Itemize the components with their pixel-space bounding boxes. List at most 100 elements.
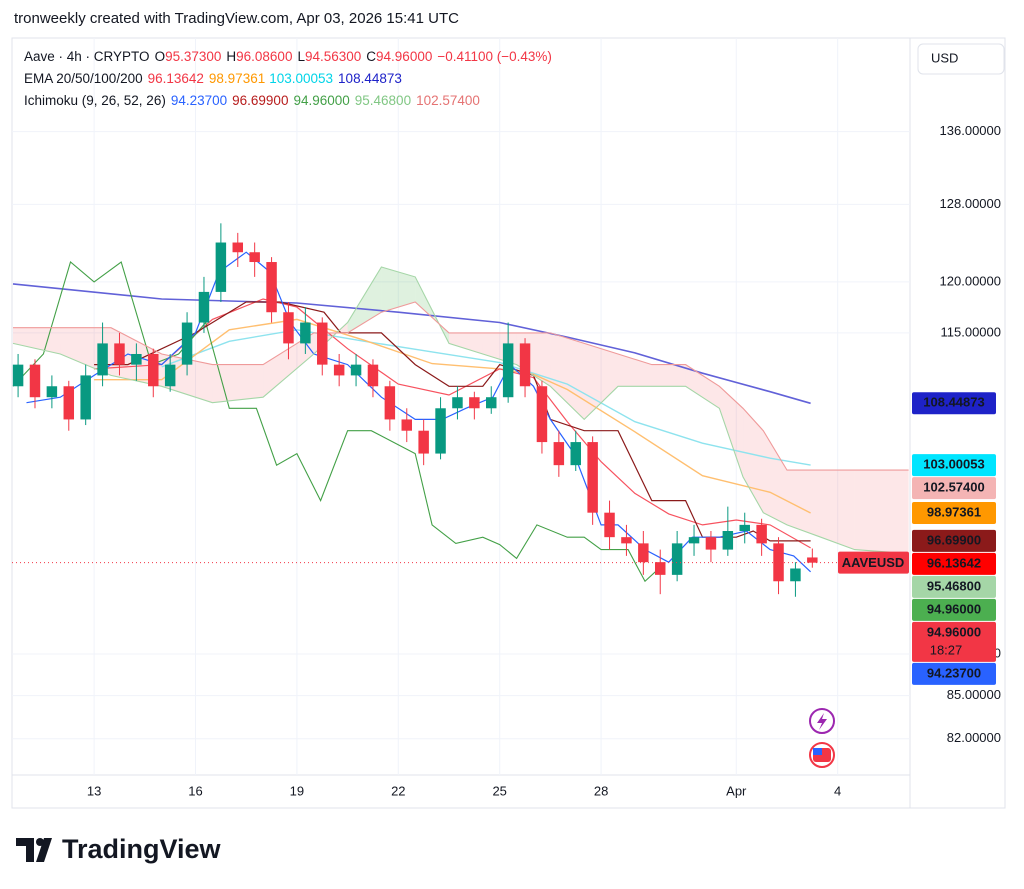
candle-body	[502, 343, 514, 398]
legend-part: O	[155, 49, 166, 64]
logo-text: TradingView	[62, 834, 222, 864]
legend-row: EMA 20/50/100/200 96.13642 98.97361 103.000…	[24, 71, 402, 86]
candle-body	[722, 530, 734, 550]
x-tick-label: 13	[87, 783, 101, 798]
indicator-line	[12, 283, 811, 405]
x-tick-label: 4	[834, 783, 841, 798]
legend-part: 108.44873	[338, 71, 402, 86]
x-tick-label: Apr	[726, 783, 747, 798]
candle-body	[12, 364, 24, 387]
price-label: 94.23700	[927, 665, 981, 680]
candle-body	[249, 252, 260, 263]
flag-canton	[813, 748, 822, 755]
price-label: 103.00053	[923, 457, 984, 472]
cloud-segment	[685, 364, 720, 409]
legend-part: Aave · 4h · CRYPTO	[24, 49, 150, 64]
candle-body	[401, 419, 412, 431]
candle-body	[553, 442, 565, 466]
footer-logo: TradingView	[16, 834, 222, 864]
symbol-badge	[838, 551, 909, 574]
cloud-segment	[854, 470, 889, 553]
logo-mark	[16, 838, 52, 862]
cloud-segment	[786, 470, 821, 538]
cloud-segment	[212, 364, 264, 403]
cloud-segment	[763, 430, 787, 525]
candle-body	[688, 537, 700, 544]
price-label: 102.57400	[923, 480, 984, 495]
legend-part: 103.00053	[269, 71, 333, 86]
x-tick-label: 19	[290, 783, 304, 798]
cloud-segment	[381, 266, 416, 313]
last-price-box	[912, 621, 996, 662]
candle-body	[705, 537, 717, 550]
price-label-box	[912, 454, 996, 477]
candle-body	[773, 543, 784, 582]
candle-body	[300, 322, 311, 344]
axes: 136.00000128.00000120.00000115.0000088.0…	[12, 123, 1001, 798]
candle-body	[621, 537, 632, 544]
indicator-line	[161, 329, 811, 466]
cloud-segment	[719, 386, 744, 477]
candle-body	[536, 386, 548, 443]
legend-part: 98.97361	[209, 71, 265, 86]
candle-body	[756, 524, 767, 544]
currency-label: USD	[931, 50, 958, 65]
candle-body	[29, 364, 41, 398]
legend-part: Ichimoku (9, 26, 52, 26)	[24, 93, 166, 108]
legend: Aave · 4h · CRYPTO O95.37300 H96.08600 L94.…	[24, 49, 552, 108]
candle-body	[570, 442, 581, 466]
indicator-line	[12, 261, 666, 583]
ichimoku-cloud	[13, 266, 909, 557]
candle-body	[654, 562, 666, 575]
legend-part: −0.41100 (−0.43%)	[437, 49, 552, 64]
candles	[12, 223, 818, 597]
price-label-box	[912, 598, 996, 621]
candle-body	[317, 322, 328, 365]
event-icons	[809, 708, 835, 768]
candle-body	[283, 312, 294, 344]
currency-button[interactable]	[917, 43, 1005, 75]
legend-part: L	[297, 49, 305, 64]
candle-body	[604, 512, 615, 538]
x-tick-label: 28	[594, 783, 608, 798]
candle-body	[97, 343, 108, 376]
cloud-segment	[13, 327, 61, 354]
cloud-segment	[263, 332, 314, 398]
candle-body	[739, 524, 750, 531]
candle-body	[384, 386, 396, 420]
candle-body	[469, 397, 480, 409]
candle-body	[671, 543, 683, 575]
cloud-segment	[550, 332, 585, 420]
lightning-glyph	[817, 713, 827, 730]
price-label-box	[912, 529, 996, 552]
y-tick-label: 128.00000	[940, 196, 1001, 211]
chart-frame	[11, 37, 1006, 809]
logo-dot	[36, 838, 44, 846]
legend-part: C	[366, 49, 376, 64]
legend-part: 94.96000	[376, 49, 432, 64]
y-tick-label: 136.00000	[940, 123, 1001, 138]
symbol-label: AAVEUSD	[842, 555, 905, 570]
price-label: 108.44873	[923, 395, 984, 410]
candle-body	[418, 430, 429, 454]
legend-part: 94.56300	[305, 49, 361, 64]
candle-body	[80, 375, 91, 420]
legend-part: 96.13642	[148, 71, 204, 86]
price-label-box	[912, 552, 996, 575]
y-tick-label: 120.00000	[940, 273, 1001, 288]
cloud-segment	[820, 470, 855, 550]
candle-body	[807, 557, 818, 563]
x-tick-label: 25	[492, 783, 506, 798]
candle-body	[790, 568, 801, 582]
cloud-segment	[888, 470, 909, 557]
legend-part: H	[226, 49, 236, 64]
candle-body	[266, 262, 277, 313]
y-tick-label: 82.00000	[947, 730, 1001, 745]
legend-part: 95.37300	[165, 49, 221, 64]
candle-body	[164, 364, 176, 387]
candle-body	[452, 397, 463, 409]
price-label: 96.13642	[927, 555, 981, 570]
candle-body	[638, 543, 649, 563]
candle-body	[131, 353, 142, 365]
candle-body	[435, 408, 446, 454]
